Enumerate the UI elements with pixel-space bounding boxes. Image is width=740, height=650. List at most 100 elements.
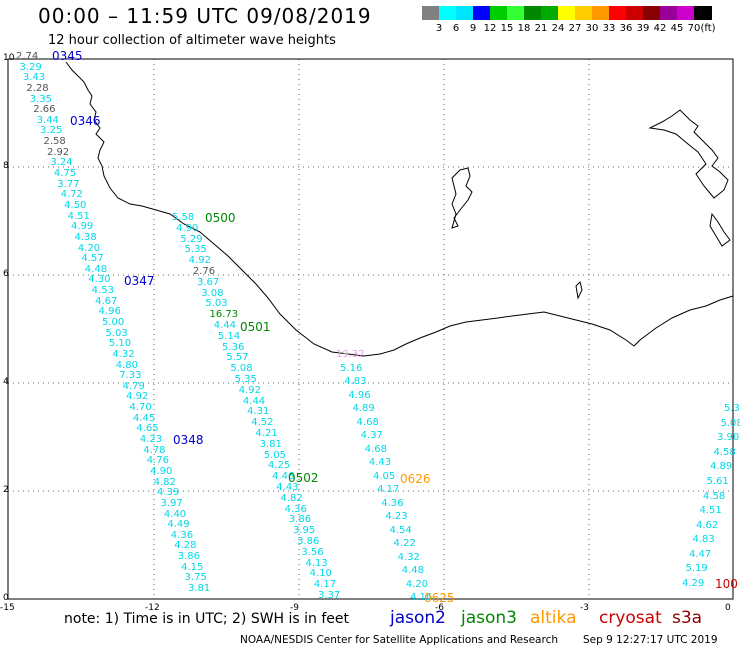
wave-height-value: 4.30 [88, 274, 111, 286]
legend-unit: (ft) [700, 23, 716, 34]
legend-swatch [524, 6, 542, 20]
wave-height-value: 4.96 [98, 306, 121, 318]
wave-height-value: 4.89 [710, 461, 733, 473]
wave-height-value: 4.50 [64, 199, 87, 211]
wave-height-value: 3.75 [184, 572, 207, 584]
pass-time-altika: 0625 [424, 591, 455, 605]
legend-label: 45 [670, 23, 684, 34]
wave-height-value: 4.43 [276, 482, 299, 493]
wave-height-value: 4.16 [410, 592, 433, 603]
wave-height-value: 4.44 [213, 320, 236, 331]
wave-height-value: 5.10 [108, 338, 132, 350]
wave-height-value: 4.67 [95, 295, 118, 307]
wave-height-value: 4.20 [405, 578, 429, 590]
wave-height-value: 4.36 [170, 529, 194, 541]
legend-swatch [677, 6, 695, 20]
x-tick-label: -9 [290, 603, 299, 613]
wave-height-value: 4.78 [143, 444, 166, 456]
wave-height-value: 5.16 [340, 362, 363, 374]
pass-time-jason2: 0345 [52, 49, 83, 63]
wave-height-value: 4.92 [238, 384, 261, 396]
wave-height-value: 3.44 [36, 114, 59, 126]
inland-lake-3 [709, 212, 731, 247]
wave-height-value: 4.83 [692, 534, 715, 546]
wave-height-value: 3.90 [717, 432, 740, 444]
legend-swatch [592, 6, 610, 20]
legend-label: 70 [687, 23, 701, 34]
legend-swatch [541, 6, 559, 20]
wave-height-value: 4.90 [176, 222, 199, 234]
wave-height-value: 4.65 [136, 423, 159, 435]
wave-height-value: 4.68 [356, 416, 379, 428]
footer-credit: NOAA/NESDIS Center for Satellite Applica… [240, 634, 558, 646]
legend-label: 27 [568, 23, 582, 34]
y-tick-label: 6 [3, 269, 9, 279]
wave-height-value: 5.00 [102, 317, 125, 328]
legend-swatch [422, 6, 440, 20]
wave-height-value: 2.92 [46, 146, 70, 158]
wave-height-value: 5.35 [234, 374, 257, 385]
wave-height-value: 5.36 [222, 341, 245, 353]
x-tick-label: -3 [580, 603, 589, 613]
legend-swatch [439, 6, 457, 20]
wave-height-value: 3.35 [29, 93, 53, 105]
wave-height-value: 4.48 [84, 263, 108, 275]
wave-height-value: 3.29 [19, 61, 42, 73]
x-tick-label: 0 [725, 603, 731, 613]
legend-swatch [575, 6, 593, 20]
wave-height-value: 4.10 [309, 568, 332, 580]
wave-height-value: 4.38 [74, 231, 97, 243]
wave-height-value: 4.68 [364, 443, 388, 455]
map-title: 00:00 – 11:59 UTC 09/08/2019 [38, 4, 372, 28]
pass-time-jason2: 0347 [124, 274, 155, 288]
wave-height-value: 4.32 [112, 348, 135, 360]
pass-time-altika: 0626 [400, 472, 431, 486]
wave-height-value: 4.51 [67, 210, 90, 222]
wave-height-value: 4.99 [71, 221, 94, 233]
wave-height-value: 4.70 [129, 402, 152, 414]
y-tick-label: 10 [3, 53, 15, 63]
legend-swatch [660, 6, 678, 20]
wave-height-value: 4.48 [401, 565, 425, 576]
wave-height-value: 4.92 [188, 255, 211, 267]
wave-height-value: 5.08 [230, 363, 253, 375]
wave-height-value: 4.23 [385, 511, 408, 522]
map-frame [7, 58, 734, 600]
wave-height-value: 5.35 [184, 244, 207, 256]
wave-height-value: 3.97 [160, 497, 183, 509]
wave-height-value: 4.17 [377, 484, 400, 495]
wave-height-value: 4.37 [360, 430, 383, 441]
satellite-key-cryosat: cryosat [599, 608, 662, 628]
legend-swatch [609, 6, 627, 20]
legend-label: 42 [653, 23, 667, 34]
wave-height-value: 4.47 [689, 548, 712, 560]
wave-height-value: 4.23 [139, 434, 163, 446]
wave-height-value: 3.56 [301, 546, 324, 558]
pass-time-jason2: 0346 [70, 114, 101, 128]
inland-lake-1 [451, 167, 473, 229]
wave-height-value: 4.13 [305, 557, 328, 569]
footer-timestamp: Sep 9 12:27:17 UTC 2019 [583, 634, 718, 646]
wave-height-value: 4.79 [122, 380, 145, 392]
wave-height-value: 4.46 [272, 471, 295, 483]
wave-height-value: 3.86 [288, 514, 312, 526]
wave-height-value: 4.92 [126, 391, 149, 403]
wave-height-value: 4.25 [267, 460, 291, 472]
wave-height-value: 7.33 [119, 370, 142, 382]
wave-height-value: 4.39 [157, 487, 180, 499]
wave-height-value: 4.43 [368, 457, 392, 468]
y-tick-label: 8 [3, 161, 9, 171]
pass-time-jason2: 0348 [173, 433, 204, 447]
legend-label: 18 [517, 23, 531, 34]
wave-height-value: 4.82 [153, 476, 176, 488]
inland-lake-2 [648, 109, 729, 199]
wave-height-value: 3.81 [259, 438, 282, 450]
legend-label: 39 [636, 23, 650, 34]
legend-label: 24 [551, 23, 565, 34]
wave-height-value: 3.81 [188, 583, 211, 594]
wave-height-value: 4.58 [713, 446, 736, 458]
pass-time-jason3: 0501 [240, 320, 271, 334]
y-tick-label: 0 [3, 593, 9, 603]
x-tick-label: -12 [145, 603, 160, 613]
wave-height-value: 5.57 [226, 352, 249, 364]
